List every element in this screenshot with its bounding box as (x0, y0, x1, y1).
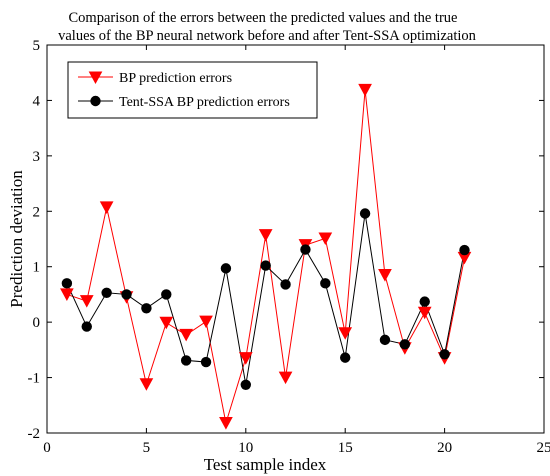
x-tick-label: 15 (338, 440, 353, 456)
data-point-tentssa (320, 278, 331, 289)
data-point-tentssa (240, 379, 251, 390)
data-point-tentssa (459, 244, 470, 256)
legend-box (67, 61, 318, 119)
data-point-bp (338, 327, 353, 340)
x-tick-label: 25 (537, 440, 550, 456)
data-point-bp (258, 229, 273, 242)
data-point-bp (179, 328, 194, 342)
y-axis-label: Prediction deviation (7, 170, 26, 308)
legend: BP prediction errors Tent-SSA BP predict… (67, 61, 318, 119)
y-tick-label: -2 (28, 426, 41, 442)
data-point-bp (60, 288, 74, 301)
y-tick-label: 1 (33, 260, 41, 276)
data-point-tentssa (419, 296, 430, 307)
data-point-bp (278, 371, 293, 385)
legend-label-tentssa: Tent-SSA BP prediction errors (119, 95, 290, 110)
x-tick-label: 5 (143, 440, 151, 456)
data-point-tentssa (220, 263, 232, 274)
series-markers (60, 83, 472, 430)
data-point-bp (99, 201, 114, 214)
legend-label-bp: BP prediction errors (119, 71, 232, 86)
legend-marker-tentssa (90, 95, 101, 107)
data-point-tentssa (141, 303, 152, 314)
data-point-bp (318, 232, 333, 245)
y-tick-label: 3 (33, 149, 41, 165)
data-point-tentssa (280, 279, 291, 290)
series-lines (66, 89, 465, 424)
data-point-bp (159, 316, 174, 330)
data-point-bp (199, 315, 213, 329)
series-line-0 (66, 89, 465, 424)
chart-title-line-2: values of the BP neural network before a… (58, 28, 477, 44)
data-point-tentssa (200, 356, 212, 368)
y-tick-label: 4 (33, 93, 41, 109)
y-tick-label: 0 (33, 315, 41, 331)
x-tick-label: 10 (238, 440, 253, 456)
plot-frame (46, 44, 545, 434)
data-point-bp (378, 269, 392, 282)
data-point-bp (79, 295, 94, 308)
axis-ticks: 0 5 10 15 20 25 -2 -1 0 1 2 3 4 5 (28, 38, 550, 456)
data-point-tentssa (81, 321, 92, 332)
data-point-tentssa (260, 260, 271, 271)
y-tick-label: 5 (33, 38, 41, 54)
data-point-bp (238, 352, 253, 365)
data-point-tentssa (161, 289, 172, 300)
chart-title-line-1: Comparison of the errors between the pre… (69, 10, 458, 26)
data-point-tentssa (300, 244, 311, 255)
data-point-bp (219, 417, 233, 430)
data-point-tentssa (399, 339, 411, 350)
y-tick-label: -1 (28, 371, 41, 387)
data-point-tentssa (121, 289, 132, 300)
data-point-tentssa (180, 355, 192, 366)
x-tick-label: 20 (437, 440, 452, 456)
data-point-tentssa (379, 334, 391, 346)
data-point-bp (139, 378, 154, 391)
data-point-tentssa (359, 208, 371, 219)
data-point-tentssa (439, 349, 450, 360)
x-tick-label: 0 (43, 440, 51, 456)
y-tick-label: 2 (33, 204, 41, 220)
legend-marker-bp (88, 71, 103, 85)
data-point-tentssa (340, 352, 351, 363)
data-point-tentssa (101, 287, 112, 298)
data-point-bp (358, 83, 372, 97)
data-point-tentssa (61, 278, 73, 289)
x-axis-label: Test sample index (204, 455, 327, 474)
data-point-bp (417, 306, 432, 320)
